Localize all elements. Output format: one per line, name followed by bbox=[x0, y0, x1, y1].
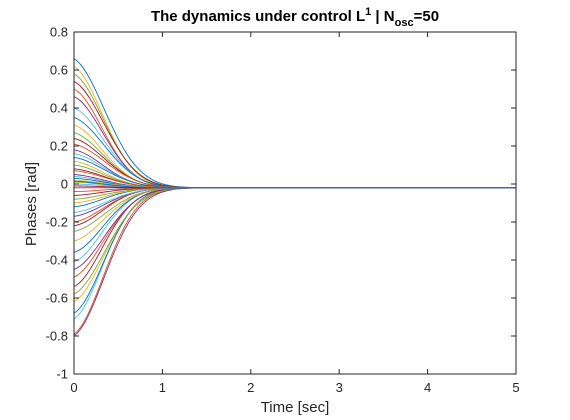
series-line bbox=[73, 88, 516, 189]
series-line bbox=[73, 143, 516, 189]
x-tick-label: 5 bbox=[512, 380, 519, 395]
series-line bbox=[73, 96, 516, 189]
y-tick-label: -1 bbox=[56, 367, 68, 382]
series-line bbox=[73, 132, 516, 189]
series-layer bbox=[73, 58, 516, 337]
y-tick-label: 0.8 bbox=[50, 25, 68, 40]
series-line bbox=[73, 180, 516, 189]
series-line bbox=[73, 117, 516, 189]
axes-layer: 0 1 2 3 4 5 -1 -0.8 -0.6 -0.4 -0.2 0 0.2 0.4 0.6 0.8 bbox=[46, 25, 520, 396]
series-line bbox=[73, 187, 516, 337]
y-tick-label: -0.8 bbox=[46, 329, 68, 344]
chart-title-part3: =50 bbox=[414, 8, 439, 25]
x-axis-label: Time [sec] bbox=[261, 399, 330, 416]
series-line bbox=[73, 65, 516, 189]
chart-title-part1: The dynamics under control L bbox=[151, 8, 365, 25]
y-tick-label: 0.6 bbox=[50, 63, 68, 78]
chart-title-subscript: osc bbox=[395, 17, 414, 29]
series-line bbox=[73, 187, 516, 263]
x-tick-label: 1 bbox=[159, 380, 166, 395]
chart-title: The dynamics under control L1 | Nosc=50 bbox=[151, 6, 439, 29]
series-line bbox=[73, 156, 516, 189]
y-tick-label: 0.2 bbox=[50, 139, 68, 154]
y-axis-label: Phases [rad] bbox=[23, 162, 40, 246]
series-line bbox=[73, 81, 516, 189]
x-tick-label: 4 bbox=[424, 380, 431, 395]
series-line bbox=[73, 187, 516, 242]
series-line bbox=[73, 58, 516, 189]
x-tick-label: 3 bbox=[336, 380, 343, 395]
x-tick-label: 2 bbox=[247, 380, 254, 395]
series-line bbox=[73, 187, 516, 320]
series-line bbox=[73, 187, 516, 287]
plot-area-frame bbox=[73, 31, 517, 375]
y-tick-label: 0 bbox=[61, 177, 68, 192]
series-line bbox=[73, 187, 516, 335]
x-tick-label: 0 bbox=[70, 380, 77, 395]
chart-title-part2: | N bbox=[371, 8, 394, 25]
series-line bbox=[73, 137, 516, 189]
y-tick-label: -0.4 bbox=[46, 253, 68, 268]
y-tick-label: -0.2 bbox=[46, 215, 68, 230]
chart-title-superscript: 1 bbox=[365, 6, 371, 18]
y-tick-label: -0.6 bbox=[46, 291, 68, 306]
y-tick-label: 0.4 bbox=[50, 101, 68, 116]
